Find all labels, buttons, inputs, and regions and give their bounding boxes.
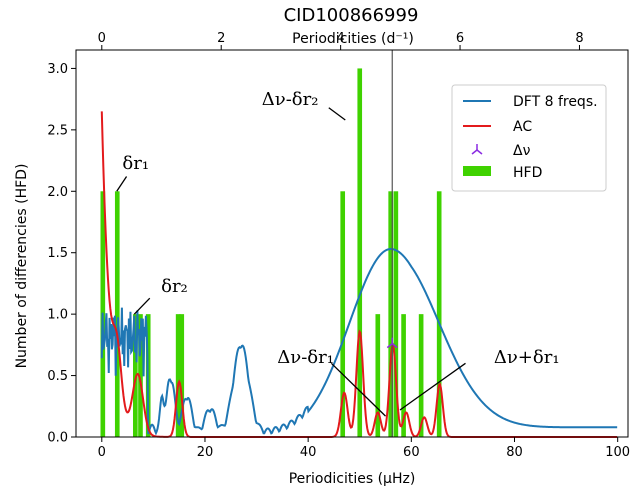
hfd-bar <box>388 191 394 437</box>
top-x-tick-label: 2 <box>217 31 225 46</box>
annotation-pointer <box>133 297 151 315</box>
legend-delta-nu-label: Δν <box>513 143 531 159</box>
y-tick-label: 1.5 <box>47 246 68 261</box>
x-tick-label: 80 <box>506 445 523 460</box>
x-tick-label: 100 <box>605 445 630 460</box>
annotation-label: δr₁ <box>122 153 149 174</box>
top-x-tick-label: 8 <box>575 31 583 46</box>
legend: DFT 8 freqs. AC Δν HFD <box>451 84 607 192</box>
annotation-label: δr₂ <box>161 276 188 297</box>
y-axis-label: Number of differencies (HFD) <box>14 164 30 369</box>
dft-series-line <box>100 248 618 436</box>
hfd-bar <box>133 314 138 437</box>
hfd-bar <box>436 191 442 437</box>
x-tick-label: 40 <box>300 445 317 460</box>
y-tick-label: 2.0 <box>47 185 68 200</box>
y-tick-label: 0.0 <box>47 431 68 446</box>
hfd-bar <box>357 68 363 438</box>
annotation-pointer <box>399 362 466 411</box>
axes-frame <box>75 49 629 438</box>
x-tick-label: 60 <box>403 445 420 460</box>
hfd-bar <box>340 191 346 437</box>
y-tick-label: 0.5 <box>47 369 68 384</box>
hfd-bar <box>393 191 399 437</box>
legend-hfd-label: HFD <box>513 165 542 181</box>
annotation-pointer <box>116 176 128 192</box>
x-tick-label: 0 <box>98 445 106 460</box>
legend-delta-nu-marker <box>471 144 483 155</box>
legend-frame <box>451 84 607 192</box>
delta-nu-marker <box>386 337 398 349</box>
annotation-label: Δν+δr₁ <box>494 347 560 368</box>
legend-hfd-patch <box>463 166 491 176</box>
annotation-pointer <box>330 362 386 417</box>
hfd-bar <box>114 191 120 437</box>
legend-dft-label: DFT 8 freqs. <box>513 94 598 110</box>
x-axis-label: Periodicities (µHz) <box>289 471 416 487</box>
hfd-bar <box>401 314 406 437</box>
top-x-tick-label: 0 <box>98 31 106 46</box>
plot-area: δr₁ δr₂ Δν-δr₂ Δν-δr₁ Δν+δr₁ 0 20 40 60 80 100 0 2 4 6… <box>47 31 630 460</box>
x-tick-label: 20 <box>197 445 214 460</box>
chart-title: CID100866999 <box>284 5 419 26</box>
y-tick-label: 3.0 <box>47 62 68 77</box>
annotation-label: Δν-δr₁ <box>277 347 334 368</box>
annotation-pointer <box>328 107 346 121</box>
hfd-bar <box>179 314 185 437</box>
top-x-tick-label: 6 <box>456 31 464 46</box>
top-x-axis-label: Periodicities (d⁻¹) <box>292 31 414 47</box>
hfd-bar <box>175 314 181 437</box>
y-tick-label: 2.5 <box>47 123 68 138</box>
top-x-tick-label: 4 <box>336 31 344 46</box>
y-tick-label: 1.0 <box>47 308 68 323</box>
hfd-bar <box>418 314 424 437</box>
hfd-bar <box>138 314 143 437</box>
annotation-label: Δν-δr₂ <box>262 89 319 110</box>
hfd-bar <box>375 314 381 437</box>
legend-ac-label: AC <box>513 119 532 135</box>
